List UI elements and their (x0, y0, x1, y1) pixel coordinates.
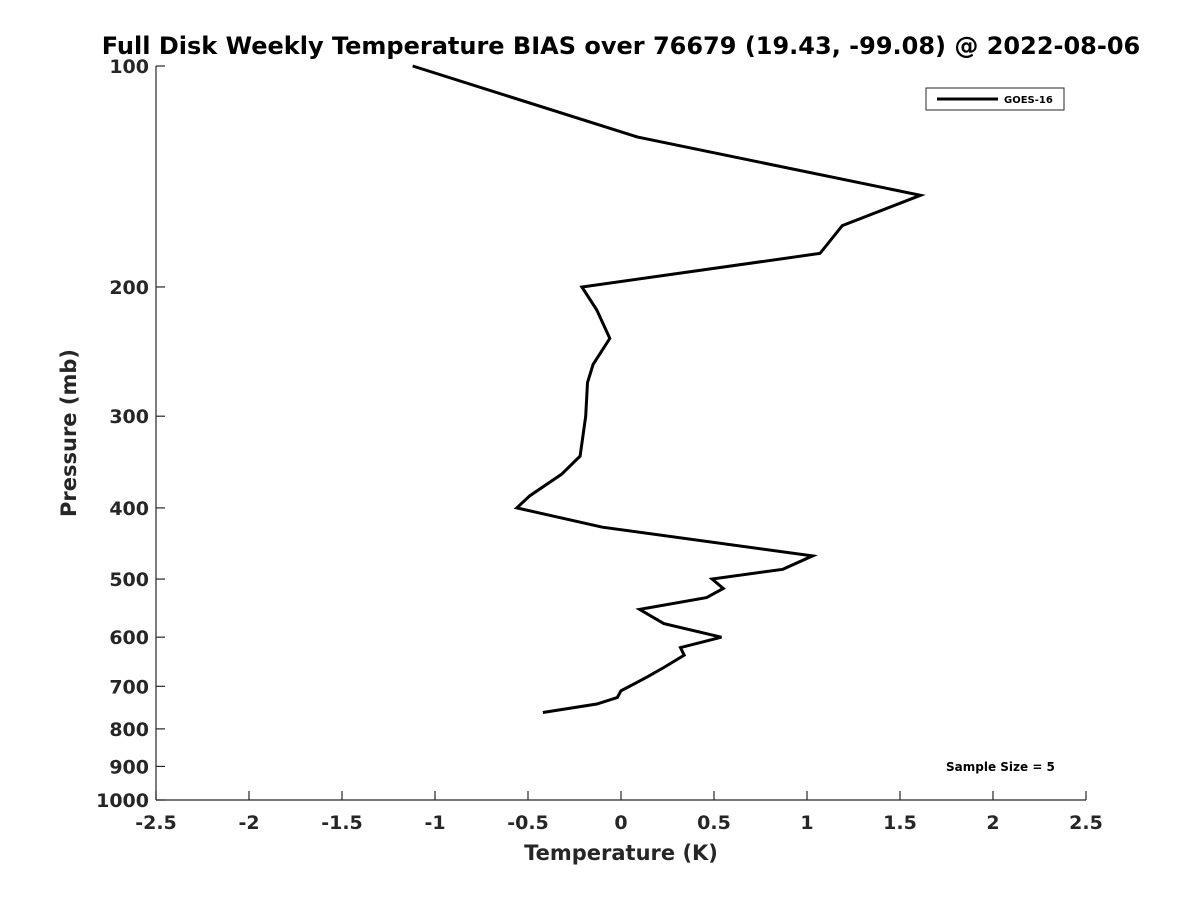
x-tick-label: -1 (424, 812, 445, 834)
x-ticks: -2.5 -2 -1.5 -1 -0.5 0 0.5 1 1.5 2 2.5 (135, 791, 1103, 834)
chart-title: Full Disk Weekly Temperature BIAS over 7… (102, 32, 1141, 60)
x-tick-label: -2.5 (135, 812, 177, 834)
x-tick-label: 2.5 (1069, 812, 1103, 834)
x-tick-label: 1 (800, 812, 813, 834)
sample-size-annotation: Sample Size = 5 (946, 760, 1055, 774)
x-tick-label: -0.5 (507, 812, 549, 834)
legend-label-goes16: GOES-16 (1004, 95, 1053, 106)
x-tick-label: -2 (238, 812, 259, 834)
goes16-series-line (412, 64, 926, 714)
y-tick-label: 800 (109, 719, 149, 741)
y-tick-label: 400 (109, 498, 149, 520)
y-tick-label: 900 (109, 756, 149, 778)
x-tick-label: 1.5 (883, 812, 917, 834)
y-tick-label: 300 (109, 406, 149, 428)
x-tick-label: 2 (986, 812, 999, 834)
y-tick-label: 600 (109, 627, 149, 649)
y-tick-label: 500 (109, 569, 149, 591)
y-ticks: 100 200 300 400 500 600 700 800 900 1000 (96, 56, 165, 812)
x-tick-label: -1.5 (321, 812, 363, 834)
y-tick-label: 700 (109, 676, 149, 698)
x-axis-label: Temperature (K) (524, 841, 718, 865)
y-tick-label: 200 (109, 277, 149, 299)
y-axis-label: Pressure (mb) (57, 349, 81, 517)
y-tick-label: 100 (109, 56, 149, 78)
x-tick-label: 0.5 (697, 812, 731, 834)
x-tick-label: 0 (614, 812, 627, 834)
y-tick-label: 1000 (96, 790, 149, 812)
legend: GOES-16 (925, 87, 1065, 111)
